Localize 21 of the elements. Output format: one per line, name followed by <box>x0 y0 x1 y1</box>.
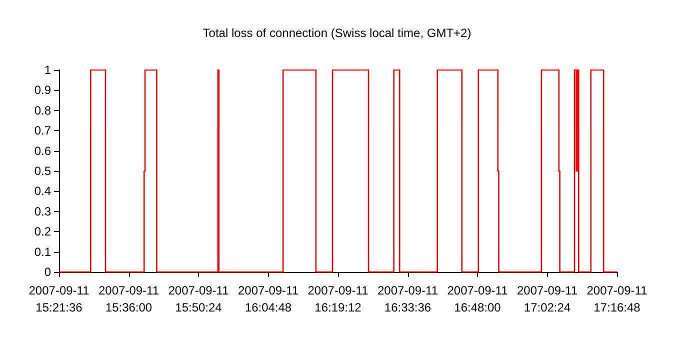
x-tick-label: 2007-09-11 16:33:36 <box>378 284 438 314</box>
y-tick-label: 0.7 <box>34 124 52 138</box>
x-tick-label: 2007-09-11 15:21:36 <box>28 284 90 314</box>
x-tick-label: 2007-09-11 17:02:24 <box>517 284 578 314</box>
y-tick-label: 0.5 <box>34 164 52 178</box>
x-tick-label: 2007-09-11 16:48:00 <box>447 284 508 314</box>
y-tick-label: 0.9 <box>34 83 52 98</box>
y-tick-label: 0.8 <box>34 103 52 118</box>
y-tick-label: 0.3 <box>34 204 52 218</box>
y-tick-label: 0.6 <box>34 144 52 158</box>
y-tick-label: 1 <box>44 63 52 77</box>
chart-title: Total loss of connection (Swiss local time, GMT+2) <box>202 26 472 40</box>
x-tick-label: 2007-09-11 15:36:00 <box>98 284 160 314</box>
x-tick-label: 2007-09-11 16:19:12 <box>308 284 369 314</box>
y-tick-label: 0.4 <box>34 184 52 198</box>
x-tick-label: 2007-09-11 17:16:48 <box>586 284 648 314</box>
y-tick-label: 0.2 <box>34 224 52 239</box>
y-tick-label: 0.1 <box>34 244 52 259</box>
x-tick-label: 2007-09-11 15:50:24 <box>168 284 230 314</box>
y-tick-label: 0 <box>44 265 52 279</box>
x-tick-label: 2007-09-11 16:04:48 <box>238 284 299 314</box>
